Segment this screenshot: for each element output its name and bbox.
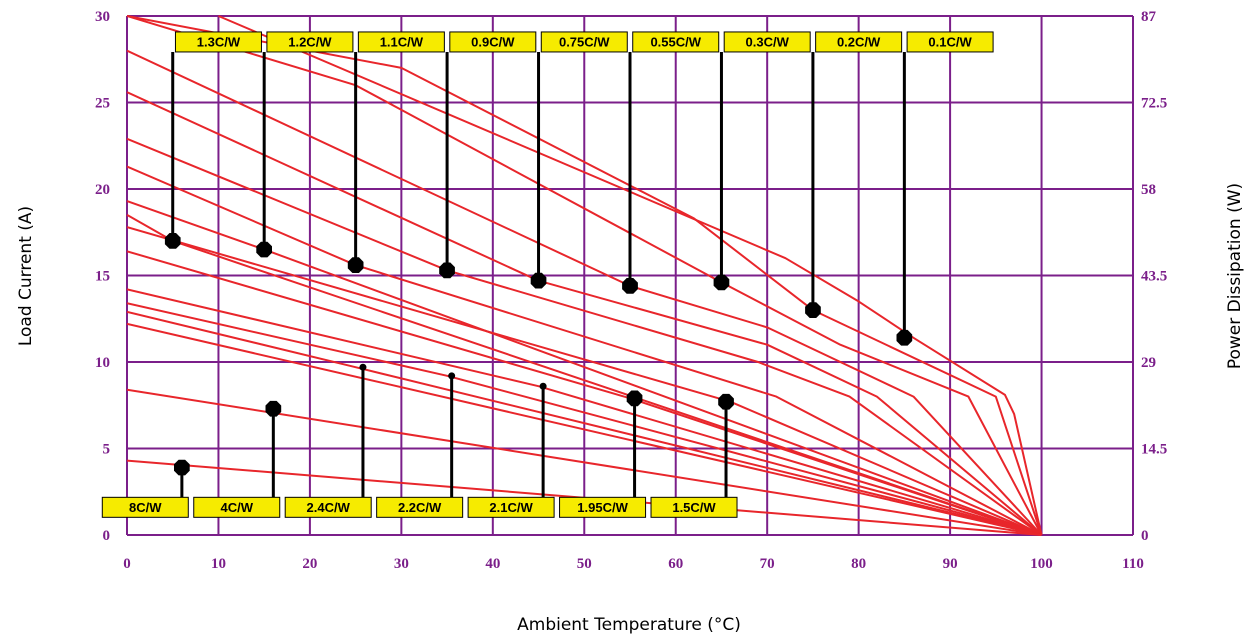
series-label-box (193, 496, 281, 518)
series-label-box (540, 31, 628, 53)
series-label: 0.2C/W (837, 34, 881, 49)
series-label: 1.5C/W (672, 500, 716, 515)
series-label-box (284, 496, 372, 518)
x-tick-label: 80 (851, 556, 866, 572)
y2-tick-label: 72.5 (1141, 96, 1167, 112)
series-marker (626, 390, 643, 407)
x-tick-label: 100 (1030, 556, 1053, 572)
series-label: 1.95C/W (577, 500, 628, 515)
series-label: 4C/W (220, 500, 253, 515)
series-label: 0.9C/W (471, 34, 515, 49)
series-label-box (449, 31, 537, 53)
y-tick-label: 0 (103, 528, 111, 544)
series-marker (622, 278, 638, 294)
series-label: 1.1C/W (380, 34, 424, 49)
tick-labels: 0 10 20 30 40 50 60 70 80 90 100 110 0 5 10 15 20 25 30 0 14… (95, 9, 1167, 572)
series-label: 0.1C/W (928, 34, 972, 49)
x-tick-label: 70 (760, 556, 775, 572)
series-marker (718, 393, 734, 410)
y-tick-label: 30 (95, 9, 110, 25)
y2-axis-title: Power Dissipation (W) (1225, 183, 1245, 369)
x-axis-title: Ambient Temperature (°C) (517, 615, 741, 635)
series-label: 0.75C/W (559, 34, 610, 49)
series-line-2-2c-w (126, 302, 1042, 536)
leader-lines (164, 51, 913, 498)
series-marker (713, 274, 730, 291)
y-tick-label: 10 (95, 355, 110, 371)
series-line-2-1c-w (126, 288, 1042, 536)
series-labels: 0.1C/W 0.2C/W 0.3C/W 0.55C/W 0.75C/W 0.9C/W 1.… (101, 31, 994, 518)
series-label-box (906, 31, 994, 53)
series-label-box (632, 31, 720, 53)
x-tick-label: 10 (211, 556, 226, 572)
series-label-box (376, 496, 464, 518)
series-label-box (357, 31, 445, 53)
series-line-0-1c-w (218, 15, 1043, 536)
x-tick-label: 20 (302, 556, 317, 572)
series-label-box (723, 31, 811, 53)
series-label: 0.55C/W (650, 34, 701, 49)
series-line-0-9c-w (126, 137, 1043, 536)
series-line-1-1c-w (126, 165, 1042, 536)
series-marker (896, 329, 913, 346)
series-line-0-3c-w (126, 15, 1043, 536)
series-label: 8C/W (129, 500, 162, 515)
x-tick-label: 0 (123, 556, 131, 572)
x-tick-label: 110 (1122, 556, 1144, 572)
series-label-box (815, 31, 903, 53)
series-line-2-4c-w (126, 310, 1042, 536)
series-marker (439, 262, 455, 279)
series-label: 2.4C/W (307, 500, 351, 515)
x-tick-label: 30 (394, 556, 409, 572)
series-marker (347, 257, 364, 273)
series-marker (164, 233, 181, 249)
series-label-box (467, 496, 555, 518)
y-axis-title: Load Current (A) (16, 206, 36, 346)
series-marker-small (539, 382, 547, 390)
series-label-box (101, 496, 189, 518)
series-marker (805, 302, 821, 318)
series-label: 1.2C/W (288, 34, 332, 49)
y-tick-label: 5 (103, 442, 111, 458)
series-marker-small (359, 363, 367, 371)
series-marker-small (448, 372, 456, 380)
x-tick-label: 90 (943, 556, 958, 572)
series-marker (256, 241, 272, 258)
series-label-box (174, 31, 262, 53)
series-line-0-55c-w (126, 49, 1043, 536)
series-line-unlabeled-14 (126, 322, 1042, 536)
series-label: 2.1C/W (489, 500, 533, 515)
y-tick-label: 20 (95, 182, 110, 198)
series-line-0-75c-w (126, 91, 1043, 536)
series-label: 1.3C/W (197, 34, 241, 49)
series-label-box (650, 496, 738, 518)
series-marker (530, 272, 547, 289)
y2-tick-label: 29 (1141, 355, 1156, 371)
series-label: 2.2C/W (398, 500, 442, 515)
y2-tick-label: 43.5 (1141, 269, 1167, 285)
x-tick-label: 40 (485, 556, 500, 572)
series-line-4c-w (126, 388, 1042, 536)
y-tick-label: 25 (95, 96, 110, 112)
series-label-box (559, 496, 647, 518)
y2-tick-label: 58 (1141, 182, 1156, 198)
series-label: 0.3C/W (746, 34, 790, 49)
y-tick-label: 15 (95, 269, 110, 285)
x-tick-label: 60 (668, 556, 683, 572)
y2-tick-label: 87 (1141, 9, 1157, 25)
series-marker (174, 459, 190, 476)
y2-tick-label: 14.5 (1141, 442, 1167, 458)
y2-tick-label: 0 (1141, 528, 1149, 544)
x-tick-label: 50 (577, 556, 592, 572)
series-marker (265, 400, 282, 417)
series-label-box (266, 31, 354, 53)
